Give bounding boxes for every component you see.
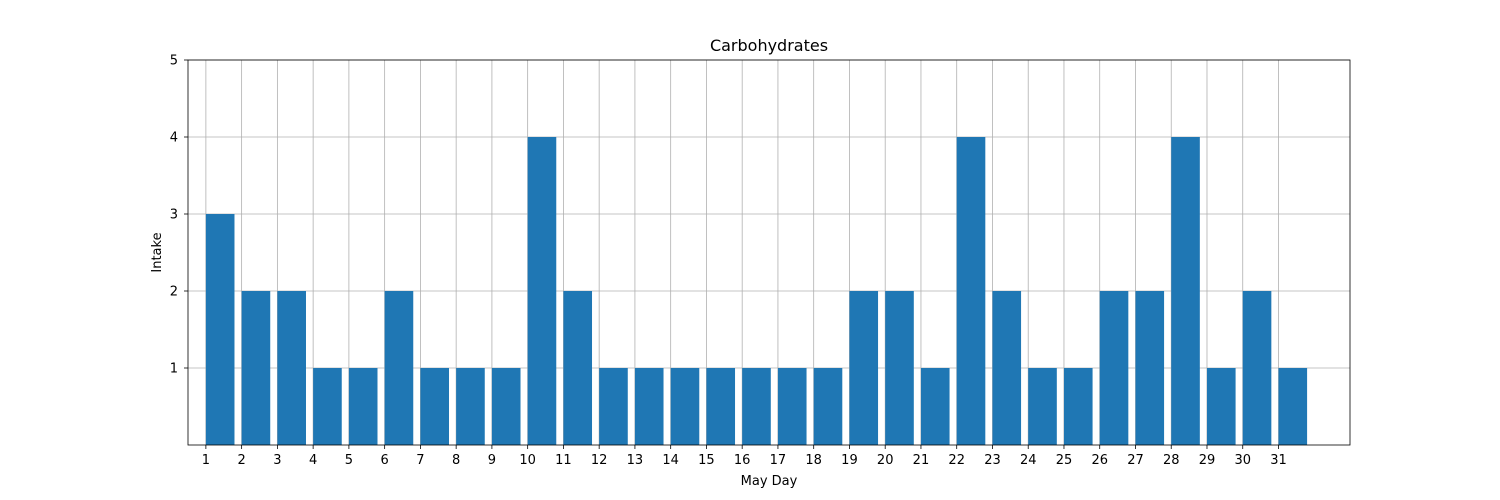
bar-day-3: [277, 291, 306, 445]
bar-day-8: [456, 368, 485, 445]
x-tick-label: 5: [345, 453, 353, 468]
y-tick-label: 3: [170, 208, 178, 223]
x-tick-label: 22: [948, 453, 965, 468]
x-tick-label: 1: [202, 453, 210, 468]
y-tick-label: 5: [170, 54, 178, 69]
bar-day-25: [1063, 368, 1093, 445]
x-tick-label: 11: [555, 453, 572, 468]
bar-day-14: [670, 368, 700, 445]
x-tick-label: 3: [273, 453, 281, 468]
bar-day-24: [1028, 368, 1057, 445]
y-tick-label: 1: [170, 362, 178, 377]
bar-day-17: [777, 368, 807, 445]
x-axis-ticks: 1 2 3 4 5 6 7 8 9 10 11 12 13 14 15 16 17 18 19 20 21 22 23 24 2…: [202, 445, 1287, 468]
bar-day-18: [813, 368, 843, 445]
x-tick-label: 8: [452, 453, 460, 468]
y-tick-label: 4: [170, 131, 178, 146]
y-tick-label: 2: [170, 285, 178, 300]
bar-day-26: [1099, 291, 1129, 445]
x-tick-label: 28: [1163, 453, 1180, 468]
bar-day-12: [599, 368, 628, 445]
bar-day-2: [241, 291, 271, 445]
bar-day-23: [992, 291, 1022, 445]
bar-day-11: [563, 291, 593, 445]
bar-day-6: [384, 291, 414, 445]
x-tick-label: 24: [1020, 453, 1037, 468]
bar-day-20: [885, 291, 914, 445]
x-axis-label: May Day: [741, 474, 798, 489]
x-tick-label: 31: [1270, 453, 1287, 468]
x-tick-label: 4: [309, 453, 317, 468]
x-tick-label: 12: [591, 453, 608, 468]
bar-day-27: [1135, 291, 1165, 445]
bar-day-9: [491, 368, 521, 445]
bar-day-1: [205, 214, 235, 445]
bars: [205, 137, 1308, 445]
x-tick-label: 19: [841, 453, 858, 468]
bar-day-29: [1206, 368, 1236, 445]
y-axis-ticks: 1 2 3 4 5: [170, 54, 188, 377]
x-tick-label: 21: [913, 453, 930, 468]
x-tick-label: 23: [984, 453, 1001, 468]
x-tick-label: 26: [1091, 453, 1108, 468]
x-tick-label: 29: [1199, 453, 1216, 468]
x-tick-label: 18: [805, 453, 822, 468]
bar-day-22: [956, 137, 986, 445]
x-tick-label: 17: [770, 453, 787, 468]
bar-day-4: [313, 368, 342, 445]
bar-day-13: [634, 368, 664, 445]
chart-title: Carbohydrates: [710, 36, 828, 55]
bar-day-28: [1171, 137, 1200, 445]
x-tick-label: 30: [1234, 453, 1251, 468]
bar-day-19: [849, 291, 879, 445]
x-tick-label: 6: [381, 453, 389, 468]
plot-frame: [187, 59, 1351, 446]
x-tick-label: 27: [1127, 453, 1144, 468]
bar-day-10: [527, 137, 557, 445]
x-tick-label: 20: [877, 453, 894, 468]
x-tick-label: 16: [734, 453, 751, 468]
x-tick-label: 15: [698, 453, 715, 468]
x-tick-label: 7: [416, 453, 424, 468]
x-tick-label: 14: [662, 453, 679, 468]
x-tick-label: 13: [627, 453, 644, 468]
x-tick-label: 25: [1056, 453, 1073, 468]
x-tick-label: 10: [519, 453, 536, 468]
bar-day-15: [706, 368, 736, 445]
bar-day-5: [348, 368, 378, 445]
y-axis-label: Intake: [150, 232, 165, 272]
bar-day-31: [1278, 368, 1308, 445]
x-tick-label: 9: [488, 453, 496, 468]
bar-day-16: [742, 368, 771, 445]
bar-day-21: [920, 368, 950, 445]
bar-day-30: [1242, 291, 1272, 445]
x-tick-label: 2: [237, 453, 245, 468]
bar-day-7: [420, 368, 450, 445]
